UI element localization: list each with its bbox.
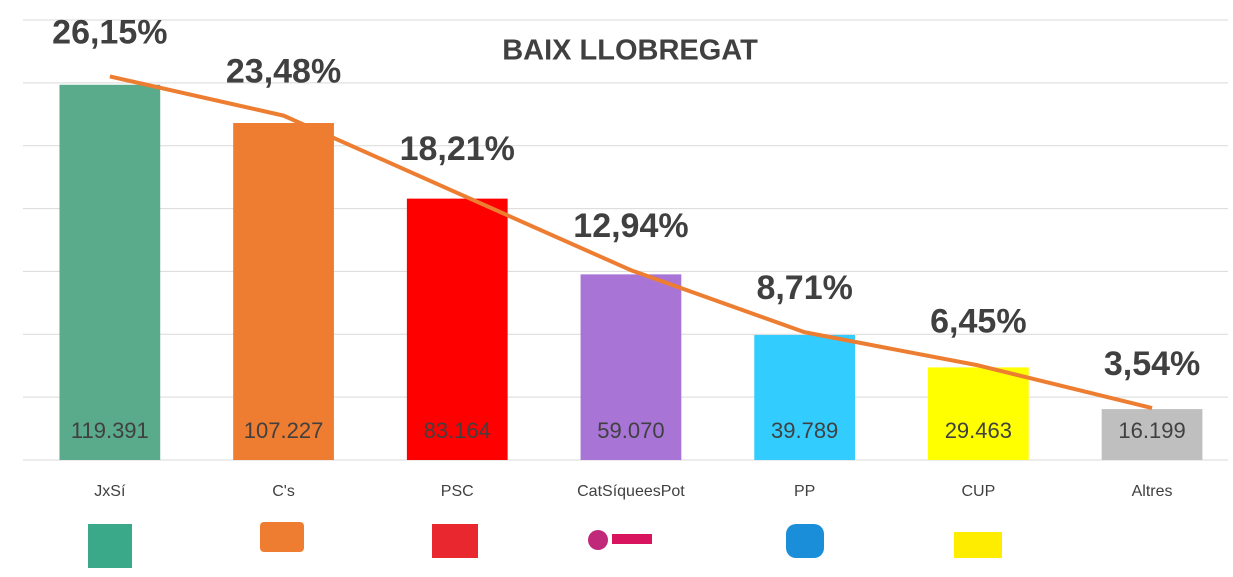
bar-value-label: 107.227 bbox=[244, 418, 324, 443]
percent-label: 23,48% bbox=[226, 53, 341, 91]
logo bbox=[954, 532, 1002, 558]
x-tick-label: JxSí bbox=[94, 483, 126, 500]
percent-label: 18,21% bbox=[400, 130, 515, 168]
party-logos bbox=[88, 522, 1002, 568]
percent-label: 26,15% bbox=[52, 13, 167, 51]
bar-value-label: 39.789 bbox=[771, 418, 838, 443]
x-tick-label: Altres bbox=[1132, 483, 1173, 500]
logo bbox=[88, 524, 132, 568]
bar bbox=[754, 334, 856, 460]
bar-value-label: 16.199 bbox=[1118, 418, 1185, 443]
bar bbox=[1101, 409, 1203, 460]
percent-line bbox=[109, 74, 1153, 411]
percent-label: 8,71% bbox=[756, 269, 852, 307]
percent-label: 12,94% bbox=[573, 207, 688, 245]
logo bbox=[588, 530, 608, 550]
x-tick-label: PSC bbox=[441, 483, 474, 500]
x-tick-label: C's bbox=[272, 483, 295, 500]
bar bbox=[406, 198, 508, 460]
percent-label: 3,54% bbox=[1104, 345, 1200, 383]
logo bbox=[260, 522, 304, 552]
bar bbox=[233, 123, 334, 460]
bar-value-label: 119.391 bbox=[71, 418, 149, 443]
bar bbox=[927, 367, 1029, 460]
bar bbox=[59, 84, 161, 460]
bar-value-label: 59.070 bbox=[597, 418, 664, 443]
bar-value-label: 83.164 bbox=[424, 418, 491, 443]
x-tick-label: PP bbox=[794, 483, 815, 500]
bar-value-label: 29.463 bbox=[945, 418, 1012, 443]
logo bbox=[432, 524, 478, 558]
x-tick-label: CUP bbox=[961, 483, 995, 500]
percent-label: 6,45% bbox=[930, 302, 1026, 340]
bar bbox=[580, 274, 682, 460]
logo bbox=[786, 524, 824, 558]
chart-title: BAIX LLOBREGAT bbox=[502, 35, 758, 67]
logo bbox=[612, 534, 652, 544]
x-tick-label: CatSíqueesPot bbox=[577, 483, 685, 500]
